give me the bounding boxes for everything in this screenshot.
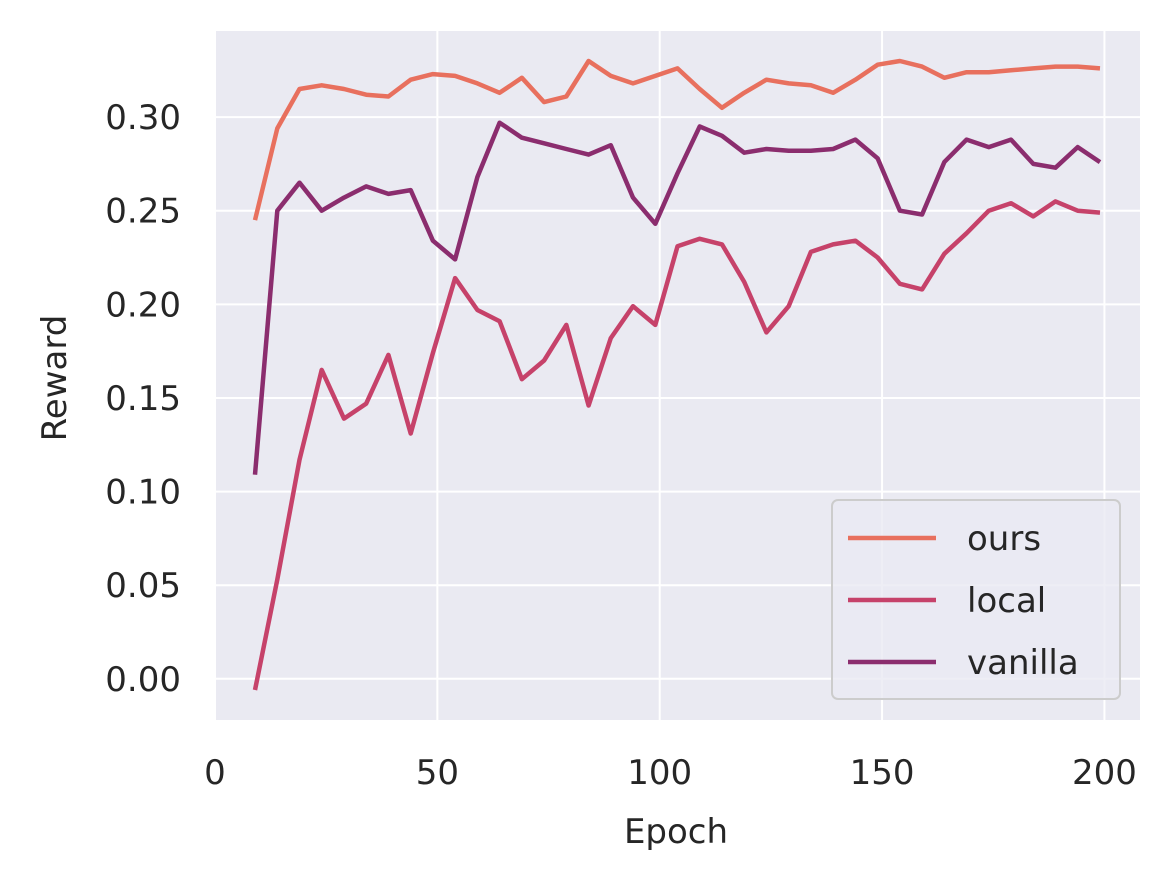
y-tick-label: 0.05 — [105, 566, 181, 606]
x-tick-label: 150 — [850, 753, 915, 793]
y-tick-labels: 0.00 0.05 0.10 0.15 0.20 0.25 0.30 — [105, 98, 181, 700]
y-axis-label: Reward — [35, 315, 75, 442]
y-tick-label: 0.25 — [105, 192, 181, 232]
legend-label-ours: ours — [967, 519, 1041, 559]
y-tick-label: 0.30 — [105, 98, 181, 138]
x-gridlines — [214, 31, 1106, 720]
series-line-ours — [252, 58, 1101, 221]
y-tick-label: 0.00 — [105, 660, 181, 700]
series-line-vanilla — [252, 120, 1102, 475]
x-tick-labels: 0 50 100 150 200 — [204, 753, 1137, 793]
x-tick-label: 200 — [1072, 753, 1137, 793]
legend: ours local vanilla — [831, 499, 1121, 700]
x-tick-label: 100 — [627, 753, 692, 793]
y-tick-label: 0.10 — [105, 473, 181, 513]
legend-box — [831, 499, 1121, 700]
legend-label-local: local — [967, 581, 1046, 621]
legend-label-vanilla: vanilla — [967, 643, 1079, 683]
y-tick-label: 0.15 — [105, 379, 181, 419]
series-line-local — [252, 199, 1101, 691]
x-axis-label: Epoch — [624, 812, 728, 852]
y-tick-label: 0.20 — [105, 285, 181, 325]
x-tick-label: 50 — [416, 753, 459, 793]
x-tick-label: 0 — [204, 753, 226, 793]
series-lines — [252, 58, 1102, 691]
